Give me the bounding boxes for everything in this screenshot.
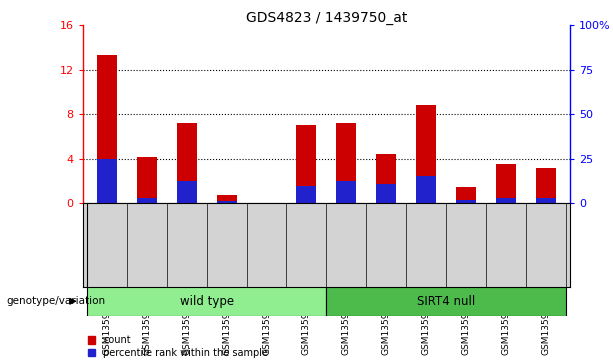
Bar bbox=[456, 187, 476, 203]
Bar bbox=[327, 287, 566, 316]
Bar bbox=[97, 159, 116, 203]
Bar bbox=[216, 196, 237, 203]
Bar bbox=[87, 287, 327, 316]
Bar bbox=[297, 186, 316, 203]
Bar bbox=[97, 56, 116, 203]
Bar bbox=[137, 198, 157, 203]
Bar bbox=[337, 123, 356, 203]
Bar bbox=[416, 105, 436, 203]
Bar bbox=[536, 198, 556, 203]
Text: genotype/variation: genotype/variation bbox=[6, 296, 105, 306]
Text: GDS4823 / 1439750_at: GDS4823 / 1439750_at bbox=[246, 11, 407, 25]
Text: SIRT4 null: SIRT4 null bbox=[417, 295, 476, 308]
Bar bbox=[376, 184, 397, 203]
Bar bbox=[376, 154, 397, 203]
Bar bbox=[297, 126, 316, 203]
Bar bbox=[416, 176, 436, 203]
Bar bbox=[337, 181, 356, 203]
Bar bbox=[496, 164, 516, 203]
Text: wild type: wild type bbox=[180, 295, 234, 308]
Bar bbox=[177, 123, 197, 203]
Bar bbox=[216, 201, 237, 203]
Bar bbox=[536, 168, 556, 203]
Legend: count, percentile rank within the sample: count, percentile rank within the sample bbox=[88, 335, 268, 358]
Bar bbox=[137, 156, 157, 203]
Bar bbox=[177, 181, 197, 203]
Bar bbox=[496, 198, 516, 203]
Bar bbox=[456, 200, 476, 203]
